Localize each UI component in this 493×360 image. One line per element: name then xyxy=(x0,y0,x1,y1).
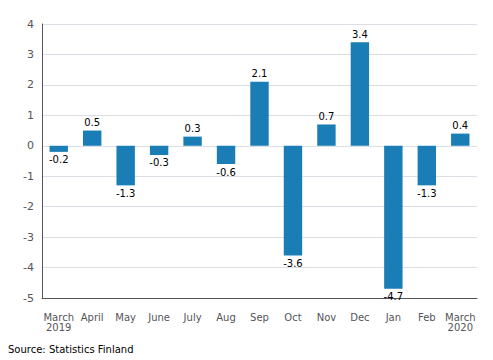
svg-text:0.5: 0.5 xyxy=(84,117,100,128)
svg-text:0.3: 0.3 xyxy=(185,123,201,134)
svg-text:Source: Statistics Finland: Source: Statistics Finland xyxy=(8,344,134,355)
svg-text:3.4: 3.4 xyxy=(352,29,368,40)
svg-text:2019: 2019 xyxy=(46,322,71,333)
svg-text:March: March xyxy=(445,311,476,323)
svg-text:-3: -3 xyxy=(23,231,34,244)
svg-text:Feb: Feb xyxy=(418,312,436,323)
svg-text:0: 0 xyxy=(27,139,34,152)
svg-text:-1.3: -1.3 xyxy=(116,188,136,199)
svg-text:-0.3: -0.3 xyxy=(149,157,169,168)
svg-text:April: April xyxy=(81,312,104,323)
svg-text:2: 2 xyxy=(27,78,34,91)
svg-text:Oct: Oct xyxy=(284,312,301,323)
svg-text:3: 3 xyxy=(27,48,34,61)
svg-text:June: June xyxy=(147,312,170,323)
svg-text:-4.7: -4.7 xyxy=(384,291,404,302)
svg-text:1: 1 xyxy=(27,109,34,122)
svg-text:March: March xyxy=(43,311,74,323)
svg-text:-4: -4 xyxy=(23,261,34,274)
svg-text:Dec: Dec xyxy=(350,312,369,323)
svg-text:July: July xyxy=(183,312,202,323)
svg-text:Sep: Sep xyxy=(250,312,269,323)
svg-text:-5: -5 xyxy=(23,292,34,305)
svg-text:-2: -2 xyxy=(23,200,34,213)
svg-text:-1: -1 xyxy=(23,170,34,183)
svg-text:-0.2: -0.2 xyxy=(49,154,69,165)
svg-text:Aug: Aug xyxy=(216,312,236,323)
svg-text:Jan: Jan xyxy=(385,312,401,323)
svg-text:2020: 2020 xyxy=(448,322,473,333)
svg-text:-1.3: -1.3 xyxy=(417,188,437,199)
svg-text:0.7: 0.7 xyxy=(318,111,334,122)
svg-text:0.4: 0.4 xyxy=(452,120,468,131)
svg-text:4: 4 xyxy=(27,18,34,31)
svg-text:Nov: Nov xyxy=(317,312,337,323)
svg-text:-0.6: -0.6 xyxy=(216,167,236,178)
svg-text:May: May xyxy=(115,312,136,323)
svg-text:-3.6: -3.6 xyxy=(283,258,303,269)
svg-text:2.1: 2.1 xyxy=(252,68,268,79)
